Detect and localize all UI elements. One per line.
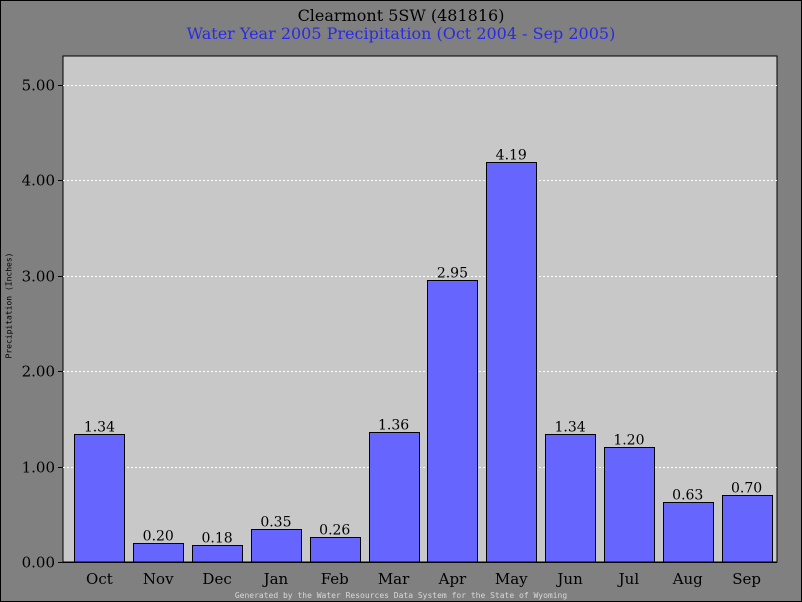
data-label: 1.20 [613,433,644,449]
x-tick-label: Oct [86,570,113,588]
bar-feb [310,537,361,563]
bar-jan [251,529,302,563]
bar-jul [604,447,655,563]
bar-aug [663,502,714,563]
x-tick-label: Aug [672,570,703,588]
x-tick-label: Mar [378,570,410,588]
chart-subtitle: Water Year 2005 Precipitation (Oct 2004 … [186,24,616,43]
x-tick-label: Jul [617,570,640,588]
bar-oct [74,434,125,563]
y-tick-label: 3.00 [22,268,55,286]
chart-title: Clearmont 5SW (481816) [297,6,505,25]
bar-mar [369,432,420,563]
y-tick-label: 4.00 [22,172,55,190]
data-label: 2.95 [437,266,468,282]
x-tick-label: Dec [202,570,231,588]
data-label: 0.63 [672,488,703,504]
data-label: 0.35 [260,515,291,531]
data-label: 1.34 [84,420,115,436]
data-label: 0.18 [201,531,232,547]
x-tick-label: Jun [555,570,583,588]
bar-sep [722,495,773,563]
y-tick-label: 1.00 [22,459,55,477]
data-label: 0.26 [319,523,350,539]
data-label: 0.70 [731,481,762,497]
x-tick-label: Feb [321,570,349,588]
bar-nov [133,543,184,563]
x-tick-label: Nov [143,570,174,588]
y-tick-label: 5.00 [22,77,55,95]
data-label: 1.36 [378,418,409,434]
y-tick-label: 0.00 [22,554,55,572]
data-label: 1.34 [554,420,585,436]
footer-credit: Generated by the Water Resources Data Sy… [234,591,568,600]
x-tick-label: May [495,570,528,588]
data-label: 4.19 [496,148,527,164]
x-tick-label: Sep [732,570,761,588]
y-tick-label: 2.00 [22,363,55,381]
x-tick-label: Jan [262,570,289,588]
bar-apr [427,280,478,563]
bar-dec [192,545,243,563]
data-label: 0.20 [143,529,174,545]
bar-jun [545,434,596,563]
x-tick-label: Apr [438,570,467,588]
bar-may [486,162,537,563]
